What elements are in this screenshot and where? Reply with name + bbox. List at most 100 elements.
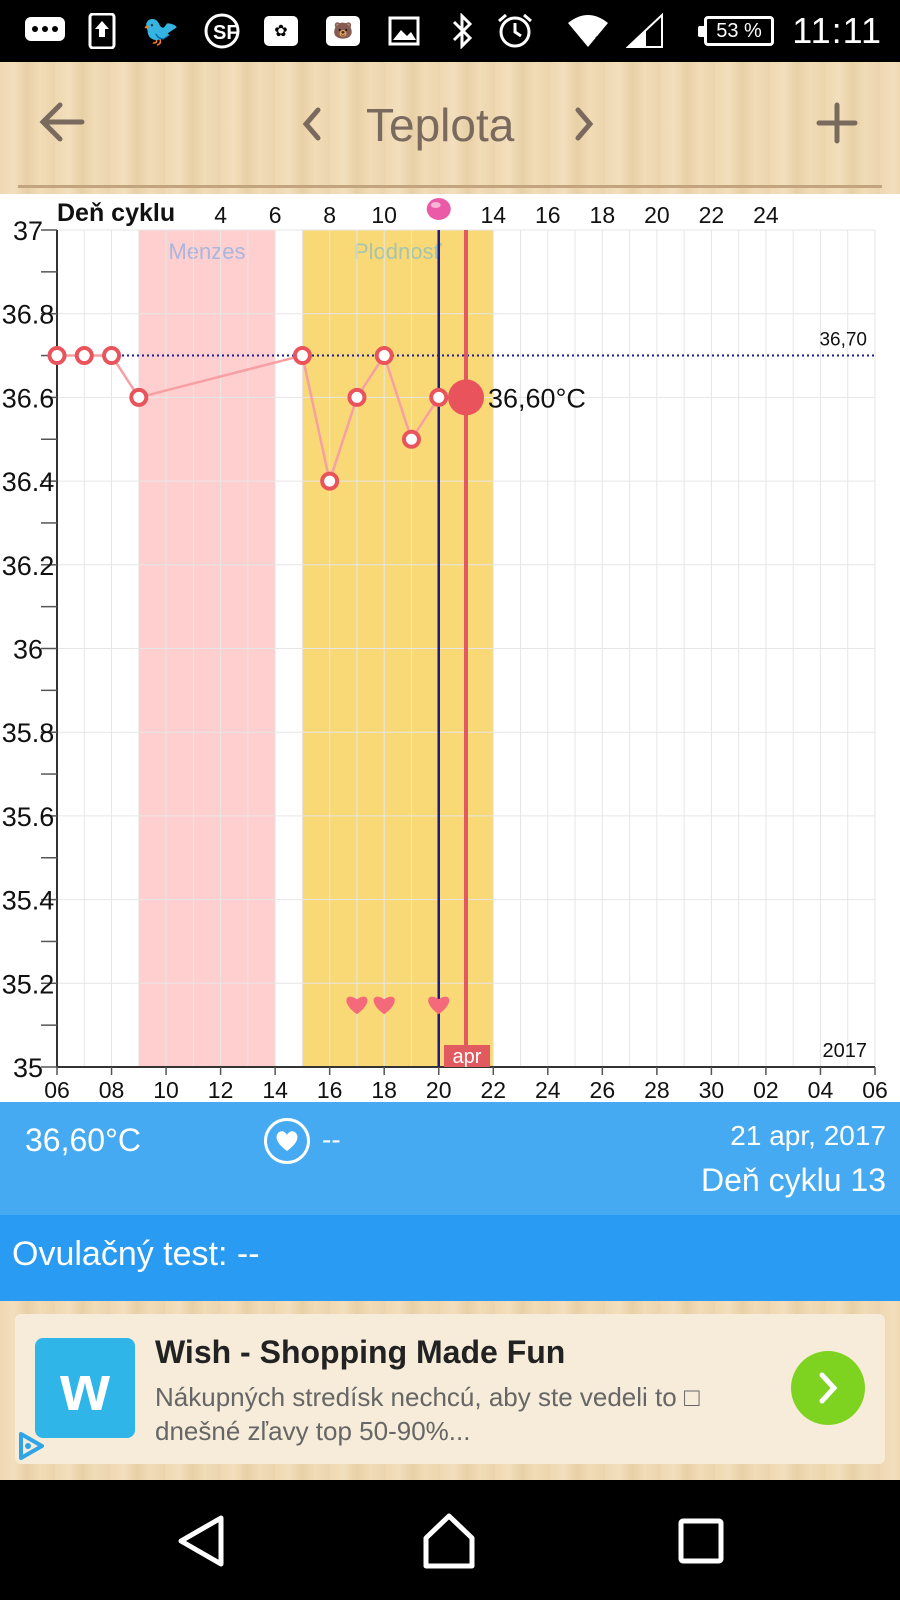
ad-card[interactable]: w Wish - Shopping Made Fun Nákupných str… [15, 1314, 885, 1464]
upload-icon [88, 13, 116, 49]
temperature-point [320, 471, 340, 491]
temperature-chart[interactable]: Menzes Plodnosť 37 36.8 36.6 36.4 36.2 36 35.8 35… [0, 194, 900, 1102]
bear-icon: 🐻 [326, 14, 360, 48]
bluetooth-icon [450, 13, 474, 49]
y-tick-label: 36.8 [2, 300, 55, 330]
x-tick-label: 28 [644, 1077, 670, 1102]
info-panel: 36,60°C -- 21 apr, 2017 Deň cyklu 13 [0, 1102, 900, 1215]
svg-text:SF: SF [213, 22, 239, 44]
heart-icon [428, 996, 450, 1015]
prev-button[interactable] [298, 104, 326, 151]
home-icon[interactable] [414, 1506, 484, 1576]
adchoices-icon[interactable] [16, 1431, 46, 1461]
system-nav-bar [0, 1480, 900, 1600]
cycle-day-axis-label: Deň cyklu [57, 199, 175, 227]
flower-icon: ✿ [264, 14, 298, 48]
y-tick-label: 35.4 [2, 886, 55, 916]
y-tick-label: 36.2 [2, 551, 55, 581]
temperature-point [374, 346, 394, 366]
header-divider [18, 185, 882, 188]
x-tick-label: 12 [208, 1077, 234, 1102]
y-tick-label: 35.8 [2, 718, 55, 748]
top-tick-label: 6 [269, 202, 282, 228]
y-tick-label: 37 [13, 216, 43, 246]
heart-icon [346, 996, 368, 1015]
x-tick-label: 30 [699, 1077, 725, 1102]
temperature-point [401, 429, 421, 449]
top-tick-label: 14 [480, 202, 506, 228]
recents-square-icon[interactable] [666, 1506, 736, 1576]
info-cycle-day: Deň cyklu 13 [701, 1162, 886, 1198]
y-tick-label: 36.4 [2, 467, 55, 497]
sf-icon: SF [204, 13, 244, 49]
temperature-point [429, 387, 449, 407]
image-icon [388, 14, 420, 48]
x-tick-label: 10 [153, 1077, 179, 1102]
y-tick-label: 35.2 [2, 969, 55, 999]
top-tick-label: 22 [699, 202, 725, 228]
top-tick-label: 24 [753, 202, 779, 228]
chat-icon [24, 14, 66, 48]
ovulation-value: -- [236, 1235, 260, 1273]
x-tick-label: 18 [371, 1077, 397, 1102]
alarm-icon [496, 13, 534, 48]
x-tick-label: 20 [426, 1077, 452, 1102]
temperature-point [102, 346, 122, 366]
chevron-right-icon [819, 1372, 838, 1404]
top-tick-label: 10 [371, 202, 397, 228]
status-bar: 🐦 SF ✿ 🐻 53 % 11:11 [0, 0, 900, 62]
battery-indicator: 53 % [698, 16, 774, 46]
band-label: Plodnosť [354, 239, 443, 264]
add-button[interactable] [816, 102, 858, 151]
plus-icon [816, 102, 858, 144]
x-tick-label: 02 [753, 1077, 779, 1102]
chevron-right-icon [575, 107, 594, 141]
chart-svg[interactable]: Menzes Plodnosť 37 36.8 36.6 36.4 36.2 36 35.8 35… [0, 194, 900, 1102]
y-tick-label: 35.6 [2, 802, 55, 832]
signal-icon [626, 13, 666, 48]
ovulation-marker-highlight [430, 202, 441, 208]
next-button[interactable] [570, 104, 598, 151]
info-date: 21 apr, 2017 [730, 1120, 886, 1151]
band-label: Menzes [168, 239, 245, 264]
x-tick-label: 26 [590, 1077, 616, 1102]
ad-title[interactable]: Wish - Shopping Made Fun [155, 1334, 566, 1370]
clock: 11:11 [792, 10, 882, 51]
ad-banner: w Wish - Shopping Made Fun Nákupných str… [0, 1301, 900, 1480]
ad-go-button[interactable] [791, 1351, 865, 1425]
x-tick-label: 04 [808, 1077, 834, 1102]
ovulation-label-text: Ovulačný test: [12, 1235, 228, 1273]
top-tick-label: 8 [323, 202, 336, 228]
y-tick-label: 36 [13, 635, 43, 665]
heart-icon[interactable] [264, 1118, 310, 1164]
heart-icon [373, 996, 395, 1015]
x-tick-label: 06 [44, 1077, 70, 1102]
x-tick-label: 24 [535, 1077, 561, 1102]
wish-logo[interactable]: w [35, 1338, 135, 1438]
arrow-left-icon [39, 102, 85, 142]
year-label: 2017 [823, 1040, 868, 1062]
month-label: apr [453, 1046, 482, 1068]
selected-point [448, 379, 484, 416]
wifi-icon [566, 14, 610, 48]
temperature-point [129, 387, 149, 407]
temperature-point [292, 346, 312, 366]
back-triangle-icon[interactable] [166, 1506, 236, 1576]
info-temperature: 36,60°C [25, 1122, 141, 1158]
x-tick-label: 06 [862, 1077, 888, 1102]
x-tick-label: 16 [317, 1077, 343, 1102]
month-label-bg [444, 1045, 490, 1067]
temperature-series-line [57, 352, 440, 486]
temperature-point [47, 346, 67, 366]
ad-text: Nákupných stredísk nechcú, aby ste vedel… [155, 1382, 700, 1446]
temperature-point [74, 346, 94, 366]
ovulation-marker-icon [426, 198, 451, 220]
chevron-left-icon [302, 107, 321, 141]
top-tick-label: 20 [644, 202, 670, 228]
ovulation-test-row[interactable]: Ovulačný test: -- [0, 1215, 900, 1301]
heart-value: -- [322, 1124, 341, 1155]
reference-line-label: 36,70 [819, 330, 867, 351]
selected-point-label: 36,60°C [488, 383, 586, 413]
x-tick-label: 22 [480, 1077, 506, 1102]
back-button[interactable] [38, 100, 86, 151]
